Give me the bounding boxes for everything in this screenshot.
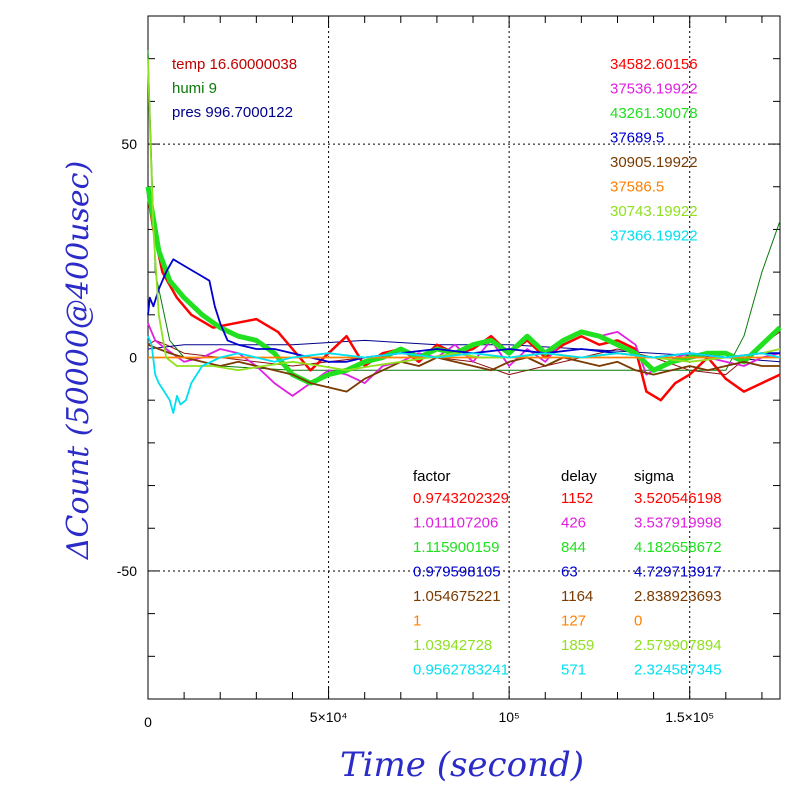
- series-legend-item: 30743.19922: [610, 203, 698, 220]
- table-cell-factor: 1.115900159: [413, 539, 499, 556]
- series-legend-item: 30905.19922: [610, 154, 698, 171]
- table-cell-factor: 1.054675221: [413, 588, 501, 605]
- table-cell-sigma: 2.838923693: [634, 588, 722, 605]
- series-legend-item: 37586.5: [610, 179, 664, 196]
- x-tick-label: 1.5×10⁵: [665, 709, 714, 725]
- table-cell-delay: 1859: [561, 637, 594, 654]
- series-legend-item: 37689.5: [610, 130, 664, 147]
- y-tick-label: -50: [117, 563, 137, 579]
- x-tick-label: 0: [144, 714, 152, 730]
- series-line-7: [147, 335, 781, 414]
- table-cell-factor: 0.979598105: [413, 564, 501, 581]
- table-cell-delay: 127: [561, 613, 586, 630]
- table-cell-factor: 1.03942728: [413, 637, 492, 654]
- x-axis-title: Time (second): [340, 745, 584, 785]
- table-cell-sigma: 2.324587345: [634, 662, 722, 679]
- series-legend-item: 34582.60156: [610, 56, 698, 73]
- table-cell-delay: 571: [561, 662, 586, 679]
- table-cell-sigma: 4.729713917: [634, 564, 722, 581]
- series-legend: 34582.60156 37536.19922 43261.30078 37689.5…: [610, 56, 698, 245]
- series-legend-item: 37366.19922: [610, 228, 698, 245]
- x-tick-label: 10⁵: [498, 709, 519, 725]
- table-cell-delay: 1152: [561, 490, 593, 507]
- table-cell-sigma: 3.537919998: [634, 515, 722, 532]
- table-cell-sigma: 2.579907894: [634, 637, 722, 654]
- table-cell-factor: 1: [413, 613, 421, 630]
- table-cell-sigma: 0: [634, 613, 642, 630]
- y-tick-label: 0: [129, 350, 137, 366]
- env-legend-item: pres 996.7000122: [172, 104, 293, 121]
- tick-labels: 0 5×10⁴ 10⁵ 1.5×10⁵ 50 0 -50: [117, 136, 714, 730]
- x-tick-label: 5×10⁴: [310, 709, 348, 725]
- series-line-4: [147, 343, 780, 393]
- table-header-sigma: sigma: [634, 468, 675, 485]
- env-legend-item: humi 9: [172, 80, 217, 97]
- stats-table: factor delay sigma 0.9743202329 1152 3.520…: [413, 468, 722, 679]
- series-lines: [145, 50, 782, 414]
- env-trace-1: [147, 50, 781, 371]
- table-cell-delay: 844: [561, 539, 586, 556]
- table-cell-factor: 0.9743202329: [413, 490, 509, 507]
- tick-marks: [148, 16, 780, 699]
- env-legend: temp 16.60000038 humi 9 pres 996.7000122: [172, 56, 297, 121]
- series-legend-item: 37536.19922: [610, 81, 698, 98]
- table-cell-delay: 1164: [561, 588, 593, 605]
- env-legend-item: temp 16.60000038: [172, 56, 297, 73]
- table-cell-factor: 0.9562783241: [413, 662, 509, 679]
- table-cell-sigma: 4.182658672: [634, 539, 722, 556]
- series-legend-item: 43261.30078: [610, 105, 698, 122]
- table-cell-factor: 1.011107206: [413, 515, 498, 532]
- table-header-factor: factor: [413, 468, 451, 485]
- table-cell-sigma: 3.520546198: [634, 490, 722, 507]
- y-tick-label: 50: [121, 136, 137, 152]
- y-axis-title: ΔCount (50000@400usec): [61, 161, 96, 560]
- series-line-3: [147, 258, 780, 363]
- table-cell-delay: 426: [561, 515, 586, 532]
- table-header-delay: delay: [561, 468, 597, 485]
- table-cell-delay: 63: [561, 564, 578, 581]
